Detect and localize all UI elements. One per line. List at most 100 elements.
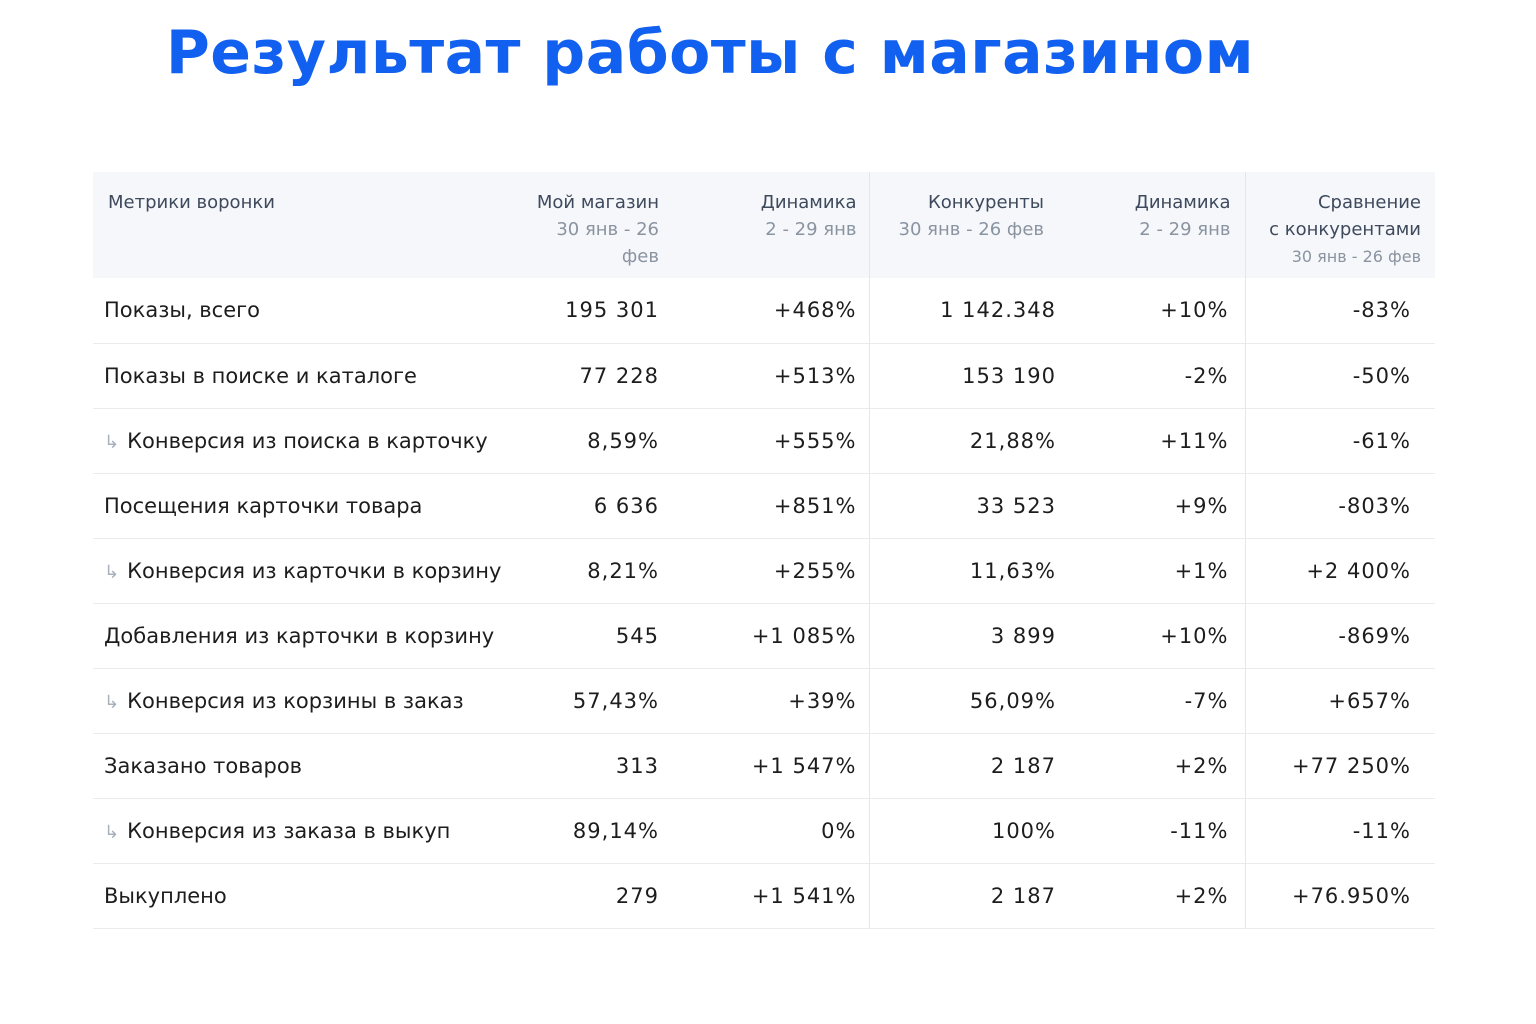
my-dynamics-value: +39%	[788, 688, 857, 713]
header-my-store-label: Мой магазин	[536, 192, 659, 213]
header-dynamics-my: Динамика 2 - 29 янв	[669, 172, 869, 278]
competitors-dynamics-value: +2%	[1174, 753, 1229, 778]
competitors-value: 3 899	[868, 603, 1080, 668]
sub-arrow-icon: ↳	[104, 821, 120, 843]
metric-label: Заказано товаров	[104, 753, 303, 778]
header-competitors: Конкуренты 30 янв - 26 фев	[868, 172, 1080, 278]
header-competitors-label: Конкуренты	[927, 192, 1044, 213]
my-dynamics-value: +1 547%	[751, 753, 857, 778]
my-store-value: 6 636	[593, 493, 659, 518]
competitors-value: 21,88%	[868, 408, 1080, 473]
metric-label: Добавления из карточки в корзину	[104, 623, 495, 648]
sub-arrow-icon: ↳	[104, 561, 120, 583]
table-row: Показы, всего 195 301 +468% 1 142.348 +10% -8…	[93, 278, 1435, 343]
my-dynamics-value: +555%	[773, 428, 857, 453]
my-dynamics-value: +255%	[773, 558, 857, 583]
my-store-value: 8,21%	[587, 558, 659, 583]
metric-cell: Показы, всего	[93, 278, 513, 343]
my-dynamics-value: +1 541%	[751, 883, 857, 908]
header-dynamics-competitors-period: 2 - 29 янв	[1139, 219, 1231, 240]
table-row: ↳ Конверсия из карточки в корзину 8,21% +25…	[93, 538, 1435, 603]
table-header-row: Метрики воронки Мой магазин 30 янв - 26 …	[93, 172, 1435, 278]
header-metrics-label: Метрики воронки	[108, 192, 275, 213]
header-dynamics-competitors: Динамика 2 - 29 янв	[1080, 172, 1245, 278]
competitors-dynamics-value: -2%	[1184, 363, 1229, 388]
header-my-store-period: 30 янв - 26 фев	[556, 219, 659, 267]
my-dynamics-value: +1 085%	[751, 623, 857, 648]
comparison-value: +657%	[1244, 668, 1435, 733]
my-store-value: 313	[615, 753, 659, 778]
my-dynamics-value: +513%	[773, 363, 857, 388]
table-row: ↳ Конверсия из поиска в карточку 8,59% +555…	[93, 408, 1435, 473]
table-row: Посещения карточки товара 6 636 +851% 33 52…	[93, 473, 1435, 538]
sub-arrow-icon: ↳	[104, 431, 120, 453]
funnel-metrics-table: Метрики воронки Мой магазин 30 янв - 26 …	[93, 172, 1435, 929]
my-dynamics-value: +851%	[773, 493, 857, 518]
header-comparison-period: 30 янв - 26 фев	[1291, 247, 1421, 266]
table-row: Добавления из карточки в корзину 545 +1 08…	[93, 603, 1435, 668]
header-metrics: Метрики воронки	[93, 172, 513, 278]
comparison-value: -803%	[1244, 473, 1435, 538]
header-dynamics-competitors-label: Динамика	[1134, 192, 1231, 213]
comparison-value: +2 400%	[1244, 538, 1435, 603]
metric-label: Посещения карточки товара	[104, 493, 423, 518]
comparison-value: -83%	[1244, 278, 1435, 343]
competitors-dynamics-value: +10%	[1160, 298, 1229, 323]
table-row: Выкуплено 279 +1 541% 2 187 +2% +76.950%	[93, 863, 1435, 928]
comparison-value: +77 250%	[1244, 733, 1435, 798]
comparison-value: -50%	[1244, 343, 1435, 408]
competitors-value: 1 142.348	[868, 278, 1080, 343]
metric-cell: ↳ Конверсия из заказа в выкуп	[93, 798, 513, 863]
metric-cell: ↳ Конверсия из поиска в карточку	[93, 408, 513, 473]
table-row: ↳ Конверсия из корзины в заказ 57,43% +39% 5…	[93, 668, 1435, 733]
metric-label: Показы, всего	[104, 298, 261, 323]
header-competitors-period: 30 янв - 26 фев	[898, 219, 1044, 240]
header-comparison-label-1: Сравнение	[1317, 192, 1421, 213]
header-comparison: Сравнение с конкурентами 30 янв - 26 фев	[1244, 172, 1435, 278]
my-dynamics-value: +468%	[773, 298, 857, 323]
table-row: Заказано товаров 313 +1 547% 2 187 +2% +77 25…	[93, 733, 1435, 798]
my-store-value: 279	[615, 883, 659, 908]
competitors-value: 11,63%	[868, 538, 1080, 603]
table-row: ↳ Конверсия из заказа в выкуп 89,14% 0% 100%…	[93, 798, 1435, 863]
header-dynamics-my-label: Динамика	[760, 192, 857, 213]
metric-cell: Заказано товаров	[93, 733, 513, 798]
competitors-value: 100%	[868, 798, 1080, 863]
competitors-value: 2 187	[868, 733, 1080, 798]
competitors-dynamics-value: +10%	[1160, 623, 1229, 648]
my-store-value: 89,14%	[572, 818, 659, 843]
table-body: Показы, всего 195 301 +468% 1 142.348 +10% -8…	[93, 278, 1435, 928]
page-title: Результат работы с магазином	[165, 18, 1255, 88]
header-dynamics-my-period: 2 - 29 янв	[765, 219, 857, 240]
competitors-dynamics-value: +2%	[1174, 883, 1229, 908]
metric-cell: Показы в поиске и каталоге	[93, 343, 513, 408]
comparison-value: -11%	[1244, 798, 1435, 863]
competitors-dynamics-value: -11%	[1170, 818, 1229, 843]
my-dynamics-value: 0%	[821, 818, 857, 843]
comparison-value: +76.950%	[1244, 863, 1435, 928]
comparison-value: -869%	[1244, 603, 1435, 668]
metric-label: Конверсия из корзины в заказ	[127, 688, 464, 713]
metric-cell: ↳ Конверсия из корзины в заказ	[93, 668, 513, 733]
my-store-value: 8,59%	[587, 428, 659, 453]
competitors-dynamics-value: +11%	[1160, 428, 1229, 453]
my-store-value: 545	[615, 623, 659, 648]
competitors-value: 56,09%	[868, 668, 1080, 733]
competitors-dynamics-value: +9%	[1174, 493, 1229, 518]
metric-label: Конверсия из заказа в выкуп	[127, 818, 451, 843]
my-store-value: 77 228	[579, 363, 659, 388]
competitors-value: 153 190	[868, 343, 1080, 408]
competitors-value: 2 187	[868, 863, 1080, 928]
metric-cell: Выкуплено	[93, 863, 513, 928]
comparison-value: -61%	[1244, 408, 1435, 473]
header-comparison-label-2: с конкурентами	[1269, 219, 1421, 240]
metric-label: Конверсия из поиска в карточку	[127, 428, 488, 453]
competitors-value: 33 523	[868, 473, 1080, 538]
header-my-store: Мой магазин 30 янв - 26 фев	[513, 172, 669, 278]
sub-arrow-icon: ↳	[104, 691, 120, 713]
metric-cell: Добавления из карточки в корзину	[93, 603, 513, 668]
competitors-dynamics-value: +1%	[1174, 558, 1229, 583]
metric-label: Конверсия из карточки в корзину	[127, 558, 502, 583]
metric-label: Показы в поиске и каталоге	[104, 363, 417, 388]
table-row: Показы в поиске и каталоге 77 228 +513% 153…	[93, 343, 1435, 408]
